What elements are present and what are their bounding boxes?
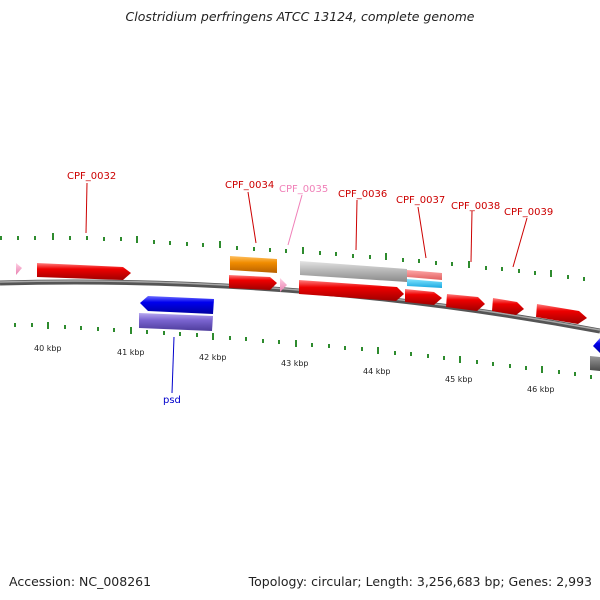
accession-text: Accession: NC_008261 [9, 574, 152, 589]
gene-cpf-0037[interactable] [405, 289, 442, 305]
gene-label-cpf-0038: CPF_0038 [451, 201, 500, 212]
gene-cpf-0035[interactable] [280, 278, 287, 292]
gene-cpf-0032[interactable] [37, 263, 131, 280]
tick-marks-lower [14, 322, 592, 379]
tick-marks-upper [0, 233, 585, 281]
gene-cpf-0037-salmon[interactable] [407, 270, 442, 280]
kbp-label-42: 42 kbp [199, 353, 227, 362]
gene-pink-arrow-left[interactable] [16, 263, 22, 275]
kbp-label-44: 44 kbp [363, 367, 391, 376]
gene-cpf-0036[interactable] [299, 280, 404, 301]
gene-psd[interactable] [140, 296, 214, 314]
gene-grey-edge[interactable] [590, 356, 600, 371]
genome-summary-text: Topology: circular; Length: 3,256,683 bp… [248, 574, 592, 589]
label-leaders [85, 182, 528, 394]
gene-label-cpf-0032: CPF_0032 [67, 171, 116, 182]
gene-label-cpf-0037: CPF_0037 [396, 195, 445, 206]
gene-cpf-0038[interactable] [446, 294, 485, 311]
gene-label-cpf-0039: CPF_0039 [504, 207, 553, 218]
kbp-label-45: 45 kbp [445, 375, 473, 384]
kbp-label-41: 41 kbp [117, 348, 145, 357]
kbp-label-46: 46 kbp [527, 385, 555, 394]
gene-label-cpf-0035: CPF_0035 [279, 184, 328, 195]
gene-cpf-0037-cyan[interactable] [407, 279, 442, 288]
gene-cpf-0034[interactable] [229, 275, 277, 290]
gene-label-cpf-0036: CPF_0036 [338, 189, 387, 200]
gene-label-cpf-0034: CPF_0034 [225, 180, 274, 191]
map-title: Clostridium perfringens ATCC 13124, comp… [125, 9, 475, 24]
gene-psd-purple[interactable] [139, 313, 213, 331]
gene-blue-arrow-edge[interactable] [593, 338, 600, 353]
gene-cpf-0034-orange[interactable] [230, 256, 277, 273]
gene-cpf-0036-grey[interactable] [300, 261, 407, 282]
gene-label-psd: psd [163, 395, 181, 406]
kbp-label-40: 40 kbp [34, 344, 62, 353]
gene-cpf-0039[interactable] [492, 298, 524, 315]
gene-cpf-0040[interactable] [536, 304, 587, 324]
kbp-label-43: 43 kbp [281, 359, 309, 368]
